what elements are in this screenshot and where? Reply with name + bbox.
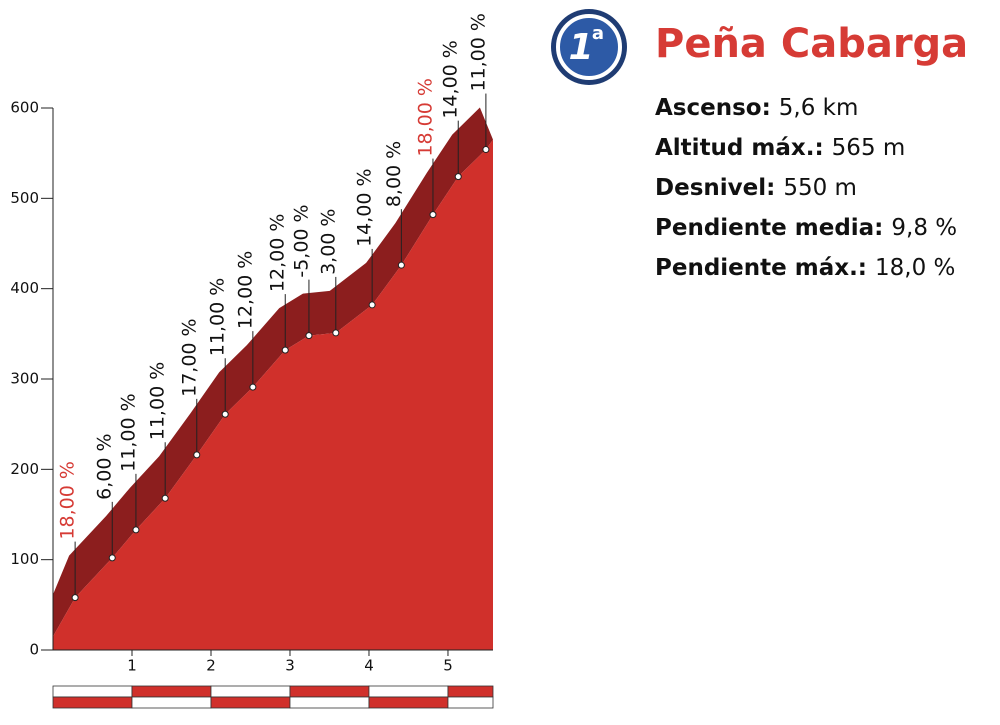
x-tick-label: 3 bbox=[285, 657, 295, 675]
info-line: Altitud máx.: 565 m bbox=[655, 135, 905, 161]
badge-number: 1 bbox=[568, 27, 593, 68]
y-tick-label: 200 bbox=[10, 460, 39, 478]
x-tick-label: 2 bbox=[206, 657, 216, 675]
x-tick-label: 4 bbox=[364, 657, 374, 675]
badge: 1 a bbox=[551, 9, 627, 85]
profile-point bbox=[332, 329, 340, 337]
profile-point bbox=[193, 451, 201, 459]
strip-top bbox=[447, 685, 494, 698]
info-line: Ascenso: 5,6 km bbox=[655, 95, 858, 121]
info-line: Pendiente máx.: 18,0 % bbox=[655, 255, 955, 281]
strip-bottom bbox=[52, 696, 133, 709]
km-strip bbox=[52, 685, 494, 709]
info-label: Desnivel: bbox=[655, 175, 775, 201]
x-tick-label: 5 bbox=[443, 657, 453, 675]
profile-point bbox=[161, 494, 169, 502]
gradient-label: 3,00 % bbox=[317, 209, 339, 275]
info-line: Pendiente media: 9,8 % bbox=[655, 215, 957, 241]
gradient-label: 14,00 % bbox=[354, 168, 376, 247]
gradient-label: -5,00 % bbox=[290, 204, 312, 277]
info-value: 5,6 km bbox=[779, 95, 859, 121]
gradient-label: 12,00 % bbox=[267, 214, 289, 293]
gradient-label: 11,00 % bbox=[147, 362, 169, 441]
profile-point bbox=[132, 526, 140, 534]
info-line: Desnivel: 550 m bbox=[655, 175, 857, 201]
profile-point bbox=[429, 211, 437, 219]
info-value: 550 m bbox=[783, 175, 857, 201]
gradient-label: 6,00 % bbox=[94, 433, 116, 499]
badge-inner bbox=[556, 14, 622, 80]
chart-title: Peña Cabarga bbox=[655, 21, 968, 67]
y-tick-label: 500 bbox=[10, 189, 39, 207]
info-panel: Ascenso: 5,6 km Altitud máx.: 565 m Desnivel… bbox=[655, 95, 957, 281]
info-value: 18,0 % bbox=[875, 255, 955, 281]
gradient-label: 11,00 % bbox=[207, 278, 229, 357]
profile-point bbox=[281, 346, 289, 354]
y-tick-label: 100 bbox=[10, 550, 39, 568]
info-label: Altitud máx.: bbox=[655, 135, 824, 161]
x-tick-label: 1 bbox=[127, 657, 137, 675]
gradient-label: 11,00 % bbox=[467, 13, 489, 92]
profile-area bbox=[53, 139, 493, 650]
strip-top bbox=[368, 685, 449, 698]
gradient-label: 18,00 % bbox=[414, 78, 436, 157]
gradient-label: 17,00 % bbox=[178, 318, 200, 397]
gradient-label: 12,00 % bbox=[234, 251, 256, 330]
info-label: Pendiente máx.: bbox=[655, 255, 867, 281]
info-value: 9,8 % bbox=[891, 215, 957, 241]
profile-point bbox=[368, 301, 376, 309]
strip-bottom bbox=[368, 696, 449, 709]
profile-point bbox=[305, 332, 313, 340]
strip-top bbox=[52, 685, 133, 698]
y-tick-label: 0 bbox=[29, 641, 39, 659]
strip-bottom bbox=[289, 696, 370, 709]
strip-top bbox=[210, 685, 291, 698]
strip-bottom bbox=[131, 696, 212, 709]
strip-bottom bbox=[447, 696, 494, 709]
gradient-label: 14,00 % bbox=[440, 40, 462, 119]
y-tick-label: 600 bbox=[10, 99, 39, 117]
profile-point bbox=[221, 410, 229, 418]
gradient-label: 11,00 % bbox=[117, 393, 139, 472]
y-tick-label: 400 bbox=[10, 279, 39, 297]
profile-point bbox=[108, 554, 116, 562]
gradient-label: 8,00 % bbox=[383, 141, 405, 207]
info-value: 565 m bbox=[832, 135, 906, 161]
profile-point bbox=[71, 594, 79, 602]
profile-shade bbox=[53, 107, 493, 637]
badge-sup: a bbox=[592, 23, 604, 44]
profile-point bbox=[454, 173, 462, 181]
info-label: Ascenso: bbox=[655, 95, 771, 121]
y-tick-label: 300 bbox=[10, 370, 39, 388]
profile-point bbox=[482, 146, 490, 154]
strip-bottom bbox=[210, 696, 291, 709]
strip-top bbox=[289, 685, 370, 698]
info-label: Pendiente media: bbox=[655, 215, 883, 241]
strip-top bbox=[131, 685, 212, 698]
gradient-label: 18,00 % bbox=[57, 461, 79, 540]
profile-point bbox=[249, 383, 257, 391]
profile-point bbox=[397, 261, 405, 269]
